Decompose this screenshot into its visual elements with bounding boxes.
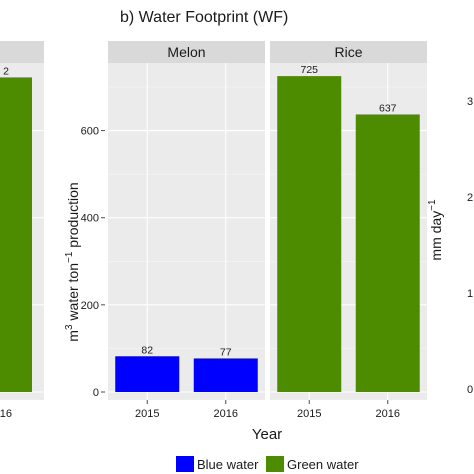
x-tick-label: 2016 — [214, 408, 238, 420]
facet-strip — [0, 41, 44, 63]
bar-rice-2015 — [277, 76, 342, 392]
legend-swatch — [266, 456, 284, 472]
x-tick-label: 2015 — [297, 408, 321, 420]
y-tick-label: 0 — [93, 387, 99, 399]
bar-value-label: 77 — [220, 346, 232, 358]
right-y-tick-label: 0 — [467, 384, 473, 396]
bar-value-label: 2 — [3, 65, 9, 77]
x-axis-label: Year — [252, 426, 282, 443]
bar-rice-2016 — [355, 114, 420, 392]
right-y-tick-label: 2 — [467, 192, 473, 204]
right-cropped-axis: 0 1 2 3 mm day−1 — [427, 96, 473, 396]
x-tick-label: 2015 — [135, 408, 159, 420]
y-tick-label: 400 — [81, 213, 99, 225]
bar-value-label: 637 — [379, 102, 397, 114]
bar-cropped — [0, 77, 32, 393]
right-y-axis-label: mm day−1 — [427, 199, 444, 261]
facet-strip-label: Rice — [334, 44, 362, 60]
legend-label: Blue water — [197, 457, 259, 472]
y-tick-label: 600 — [81, 126, 99, 138]
bar-melon-2015 — [115, 356, 180, 392]
y-tick-label: 200 — [81, 300, 99, 312]
panel-rice: Rice 725 2015 637 2016 — [270, 41, 427, 420]
facet-strip — [108, 41, 265, 63]
facet-strip — [270, 41, 427, 63]
panel-melon: Melon 82 2015 77 2016 — [108, 41, 265, 420]
chart-title: b) Water Footprint (WF) — [120, 9, 288, 26]
facet-strip-label: Melon — [167, 44, 205, 60]
panel-background — [108, 63, 265, 400]
y-axis-label: m3 water ton−1 production — [64, 182, 81, 341]
legend-swatch — [176, 456, 194, 472]
facet-panels: 0 200 400 600 Melon 82 2015 77 2016 Rice 725 2015 63… — [81, 41, 427, 420]
bar-value-label: 82 — [141, 344, 153, 356]
left-cropped-panel: 2 16 — [0, 41, 44, 420]
bar-value-label: 725 — [300, 64, 318, 76]
x-tick-label: 2016 — [376, 408, 400, 420]
right-y-tick-label: 3 — [467, 96, 473, 108]
x-tick-label: 16 — [0, 408, 12, 420]
legend-label: Green water — [287, 457, 359, 472]
right-y-tick-label: 1 — [467, 288, 473, 300]
legend: Blue water Green water — [176, 456, 359, 472]
bar-melon-2016 — [193, 358, 258, 392]
